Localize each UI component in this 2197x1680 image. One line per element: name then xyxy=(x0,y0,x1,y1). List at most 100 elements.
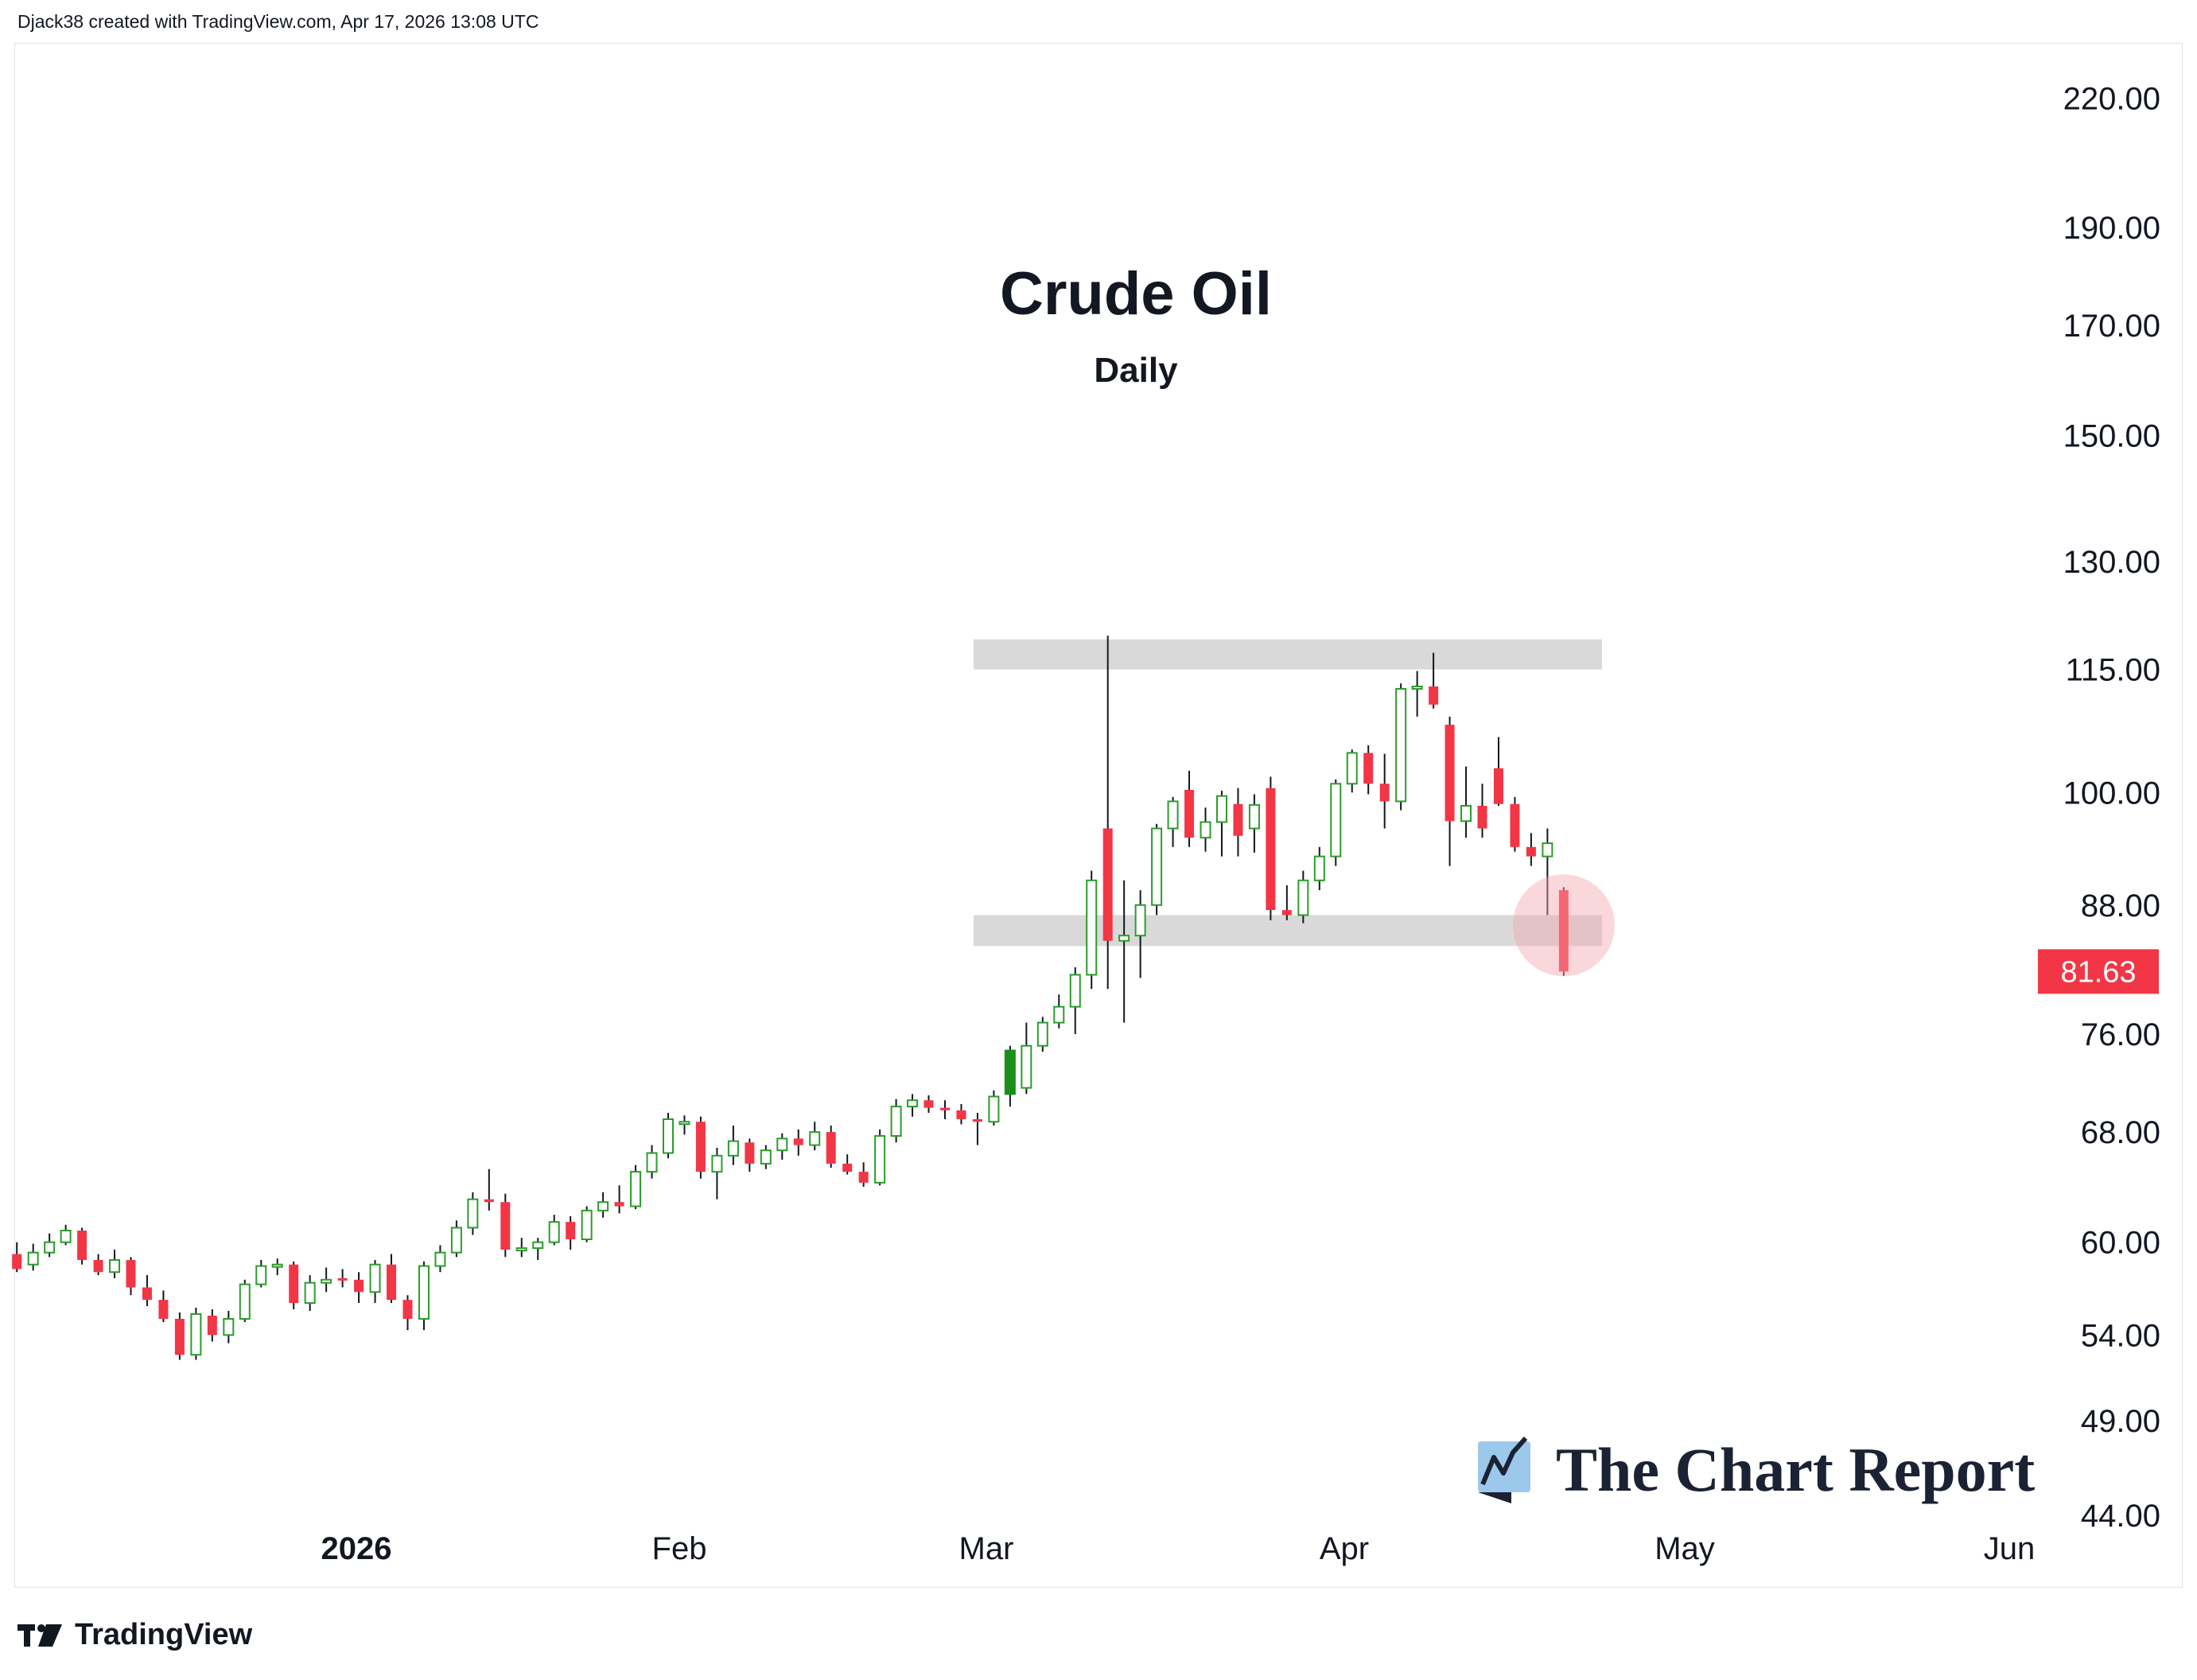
candle[interactable] xyxy=(890,1099,902,1143)
candle[interactable] xyxy=(434,1245,446,1273)
candle[interactable] xyxy=(809,1122,821,1151)
candle[interactable] xyxy=(402,1295,413,1331)
candle[interactable] xyxy=(1429,652,1439,709)
candle[interactable] xyxy=(158,1290,169,1323)
candle[interactable] xyxy=(760,1145,772,1169)
candle[interactable] xyxy=(727,1126,739,1165)
candle[interactable] xyxy=(515,1238,527,1258)
candle[interactable] xyxy=(190,1307,202,1360)
candle[interactable] xyxy=(597,1192,609,1218)
candle[interactable] xyxy=(418,1261,430,1331)
candle[interactable] xyxy=(207,1309,217,1342)
candle[interactable] xyxy=(1069,966,1081,1035)
candle[interactable] xyxy=(924,1095,934,1114)
candle[interactable] xyxy=(1021,1022,1032,1095)
candle[interactable] xyxy=(988,1090,1000,1126)
candle[interactable] xyxy=(1118,880,1130,1023)
candle[interactable] xyxy=(1346,749,1358,793)
candle[interactable] xyxy=(1102,636,1113,990)
candle[interactable] xyxy=(1086,870,1098,990)
candle[interactable] xyxy=(44,1233,56,1258)
candle[interactable] xyxy=(271,1258,283,1276)
candle[interactable] xyxy=(939,1100,950,1119)
candle[interactable] xyxy=(695,1116,706,1179)
candle[interactable] xyxy=(1558,887,1569,976)
candle[interactable] xyxy=(1151,823,1163,916)
candle[interactable] xyxy=(1184,770,1195,847)
candle[interactable] xyxy=(1200,807,1211,852)
candle[interactable] xyxy=(1167,796,1179,847)
candle[interactable] xyxy=(93,1254,103,1276)
candle[interactable] xyxy=(1248,794,1260,853)
candle[interactable] xyxy=(1297,870,1309,924)
candle[interactable] xyxy=(1134,890,1146,978)
candle[interactable] xyxy=(387,1254,397,1304)
candle[interactable] xyxy=(1266,776,1276,920)
candle[interactable] xyxy=(239,1279,251,1323)
candle[interactable] xyxy=(321,1267,332,1293)
candle[interactable] xyxy=(304,1275,316,1311)
candle[interactable] xyxy=(793,1129,803,1156)
candle[interactable] xyxy=(289,1261,299,1309)
candle[interactable] xyxy=(60,1224,72,1246)
candle[interactable] xyxy=(1460,766,1472,838)
candle[interactable] xyxy=(646,1145,658,1179)
y-axis[interactable]: 220.00 190.00 170.00 150.00 130.00 115.00 100.… xyxy=(2063,82,2160,1534)
candle[interactable] xyxy=(1363,745,1374,795)
candle[interactable] xyxy=(972,1113,982,1145)
candle[interactable] xyxy=(581,1206,593,1242)
candle[interactable] xyxy=(223,1310,235,1344)
candle[interactable] xyxy=(874,1129,886,1186)
candle[interactable] xyxy=(337,1269,348,1288)
candle[interactable] xyxy=(1445,716,1455,866)
candle[interactable] xyxy=(1493,737,1503,807)
candle[interactable] xyxy=(500,1193,511,1258)
candle[interactable] xyxy=(369,1260,381,1304)
candle[interactable] xyxy=(255,1260,267,1288)
candle[interactable] xyxy=(1395,683,1407,811)
candle[interactable] xyxy=(126,1257,136,1296)
candle[interactable] xyxy=(663,1113,674,1159)
candle[interactable] xyxy=(1510,796,1520,852)
candle[interactable] xyxy=(1526,833,1536,866)
candle[interactable] xyxy=(450,1220,462,1258)
candle[interactable] xyxy=(907,1094,919,1117)
candle[interactable] xyxy=(1215,791,1227,857)
tradingview-footer[interactable]: TradingView xyxy=(17,1618,252,1652)
candle[interactable] xyxy=(1313,846,1325,891)
candle[interactable] xyxy=(858,1162,869,1187)
candle[interactable] xyxy=(1036,1017,1048,1052)
candle[interactable] xyxy=(1004,1045,1016,1107)
candle[interactable] xyxy=(1233,788,1243,857)
candle[interactable] xyxy=(679,1115,690,1135)
x-axis[interactable]: 2026 Feb Mar Apr May Jun xyxy=(321,1531,2036,1566)
candle[interactable] xyxy=(1330,779,1342,866)
candle[interactable] xyxy=(548,1215,560,1246)
candle[interactable] xyxy=(826,1126,836,1168)
candle[interactable] xyxy=(142,1275,152,1307)
candle[interactable] xyxy=(842,1154,853,1175)
candle[interactable] xyxy=(776,1133,788,1160)
candle[interactable] xyxy=(354,1272,364,1304)
candle[interactable] xyxy=(484,1169,494,1211)
candle[interactable] xyxy=(1477,784,1487,838)
candle[interactable] xyxy=(711,1147,723,1200)
candle[interactable] xyxy=(1379,753,1390,829)
candle[interactable] xyxy=(1411,671,1423,717)
candle[interactable] xyxy=(532,1238,544,1261)
candle[interactable] xyxy=(12,1242,22,1273)
candle[interactable] xyxy=(745,1138,755,1172)
candle[interactable] xyxy=(566,1215,576,1250)
candle[interactable] xyxy=(956,1103,966,1125)
candle[interactable] xyxy=(1542,828,1553,916)
candle[interactable] xyxy=(614,1185,624,1214)
candle[interactable] xyxy=(1281,885,1292,920)
candle[interactable] xyxy=(467,1192,479,1235)
candle[interactable] xyxy=(1053,994,1065,1029)
candle[interactable] xyxy=(109,1249,121,1278)
candle[interactable] xyxy=(174,1312,185,1360)
candle[interactable] xyxy=(27,1243,39,1271)
candle[interactable] xyxy=(630,1165,642,1210)
candle[interactable] xyxy=(77,1227,87,1265)
